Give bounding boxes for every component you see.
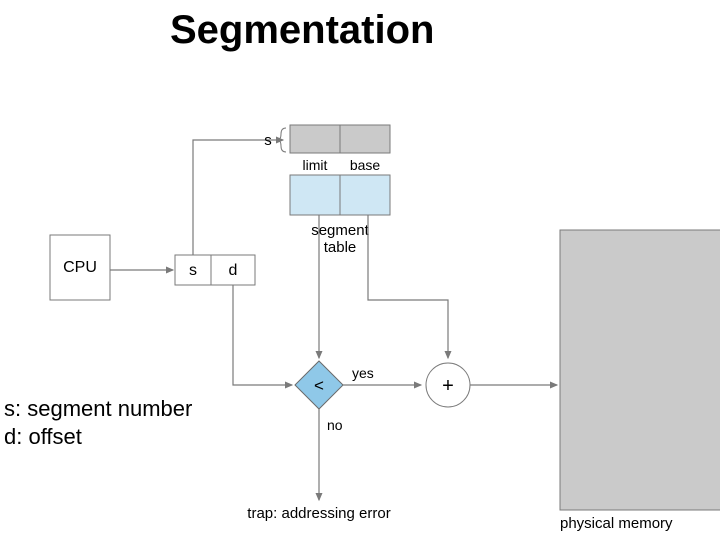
sd-d-label: d bbox=[229, 262, 238, 279]
seg-caption-1: segment bbox=[311, 222, 369, 239]
seg-base-label: base bbox=[350, 157, 381, 173]
segment-table: limit base segment table bbox=[290, 125, 390, 256]
arrow-d-to-cmp bbox=[233, 285, 292, 385]
sd-box: s d bbox=[175, 255, 255, 285]
no-label: no bbox=[327, 417, 343, 433]
cpu-label: CPU bbox=[63, 259, 97, 276]
adder: + bbox=[426, 363, 470, 407]
seg-limit-label: limit bbox=[303, 157, 328, 173]
sd-s-label: s bbox=[189, 262, 197, 279]
arrow-base-to-adder bbox=[368, 215, 448, 358]
diagram-svg: CPU s d s limit base segment table < bbox=[0, 0, 720, 540]
memory-label: physical memory bbox=[560, 515, 673, 532]
seg-caption-2: table bbox=[324, 239, 357, 256]
memory-box bbox=[560, 230, 720, 510]
yes-label: yes bbox=[352, 365, 374, 381]
trap-label: trap: addressing error bbox=[247, 505, 390, 522]
comparator-label: < bbox=[314, 376, 324, 395]
arrow-s-to-table bbox=[193, 140, 283, 255]
s-ptr-label: s bbox=[264, 132, 272, 149]
adder-label: + bbox=[442, 375, 454, 397]
comparator: < bbox=[295, 361, 343, 409]
